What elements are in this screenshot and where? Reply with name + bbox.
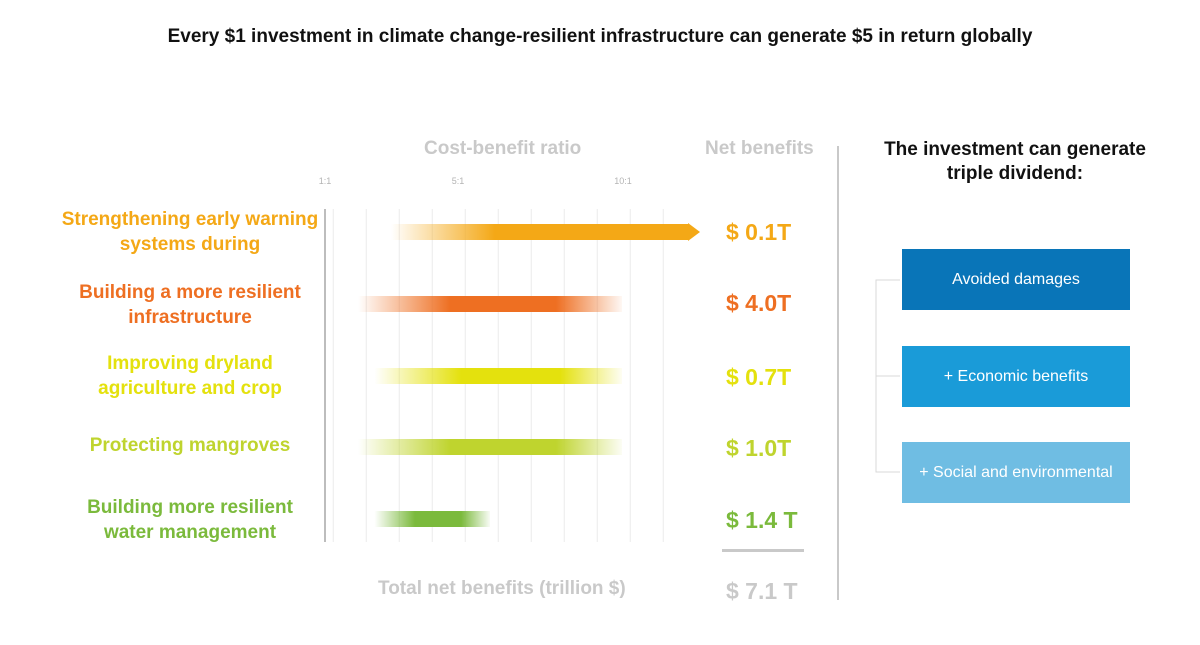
- bar-4: [358, 439, 622, 455]
- bar-5: [374, 511, 490, 527]
- dividend-label-avoided-damages: Avoided damages: [952, 270, 1080, 288]
- tick-label-1-1: 1:1: [318, 176, 332, 186]
- net-benefit-water: $ 1.4 T: [726, 507, 798, 533]
- bar-1: [391, 224, 688, 240]
- tick-label-5-1: 5:1: [451, 176, 465, 186]
- dividend-label-economic-benefits: + Economic benefits: [943, 367, 1089, 385]
- bar-2: [358, 296, 622, 312]
- dividend-label-social-environmental: + Social and environmental: [919, 463, 1113, 481]
- category-label-early-warning: Strengthening early warning systems duri…: [61, 209, 319, 255]
- net-benefit-dryland: $ 0.7T: [726, 364, 792, 390]
- net-benefit-infrastructure: $ 4.0T: [726, 290, 792, 316]
- dividend-box-social-environmental: + Social and environmental: [902, 442, 1130, 503]
- category-label-mangroves: Protecting mangroves: [89, 435, 291, 456]
- category-label-dryland: Improving dryland agriculture and crop: [98, 353, 282, 399]
- dividend-title: The investment can generate triple divid…: [884, 139, 1146, 184]
- tick-label-10-1: 10:1: [614, 176, 632, 186]
- net-benefit-mangroves: $ 1.0T: [726, 435, 792, 461]
- category-label-water: Building more resilient water management: [87, 497, 293, 543]
- total-separator: [722, 549, 804, 552]
- dividend-box-economic-benefits: + Economic benefits: [902, 346, 1130, 407]
- net-benefits-header: Net benefits: [705, 138, 814, 159]
- total-value: $ 7.1 T: [726, 578, 798, 604]
- net-benefit-early-warning: $ 0.1T: [726, 219, 792, 245]
- bar-1-arrowhead: [688, 223, 700, 241]
- bar-3: [374, 368, 622, 384]
- x-axis-label: Cost-benefit ratio: [424, 138, 582, 159]
- chart-title: Every $1 investment in climate change-re…: [167, 26, 1033, 47]
- category-label-infrastructure: Building a more resilient infrastructure: [79, 282, 301, 328]
- dividend-box-avoided-damages: Avoided damages: [902, 249, 1130, 310]
- total-label: Total net benefits (trillion $): [378, 578, 626, 599]
- section-divider: [837, 146, 839, 600]
